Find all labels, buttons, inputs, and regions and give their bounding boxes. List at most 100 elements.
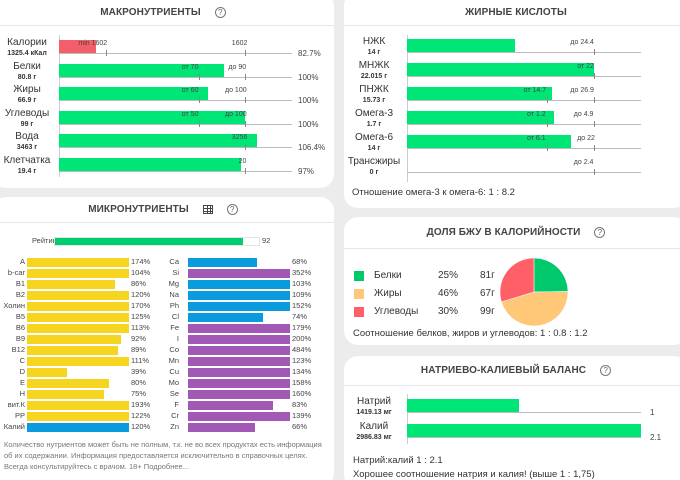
micronutrient-row: Mn 123%: [0, 356, 332, 366]
range-tick: [245, 144, 247, 150]
micronutrient-name: Na: [169, 290, 179, 299]
nutrient-row: НЖК 14 г до 24.4: [344, 36, 680, 60]
range-label: 20: [238, 157, 247, 165]
nutrient-label: Жиры 66.9 г: [0, 84, 56, 106]
help-icon[interactable]: ?: [226, 204, 238, 215]
micronutrient-row: Mg 103%: [0, 279, 332, 289]
micronutrient-percent: 113%: [131, 323, 150, 332]
micronutrient-bar: [27, 313, 129, 322]
omega-ratio: Отношение омега-3 к омега-6: 1 : 8.2: [352, 187, 515, 198]
micronutrient-bar: [188, 302, 290, 311]
micronutrient-bar: [27, 258, 129, 267]
help-icon[interactable]: ?: [600, 365, 612, 376]
micronutrient-percent: 109%: [292, 290, 312, 299]
micronutrient-bar: [27, 280, 115, 289]
micronutrient-row: Se 160%: [0, 389, 332, 399]
range-tick: [547, 145, 549, 151]
micronutrient-name: Mg: [168, 279, 179, 288]
range-label: до 4.9: [573, 111, 594, 118]
nutrient-value: 1.7 г: [366, 121, 382, 128]
micronutrient-percent: 120%: [131, 290, 151, 299]
range-label: до 90: [228, 63, 247, 71]
range-label: до 26.9: [570, 87, 594, 94]
table-icon[interactable]: [202, 205, 213, 214]
legend-percent: 46%: [438, 288, 459, 299]
range-tick: [594, 73, 596, 79]
micronutrient-name: вит.К: [7, 400, 25, 409]
micronutrient-row: Cl 74%: [0, 312, 332, 322]
value-bar: [407, 63, 595, 76]
macro-axis: [59, 35, 60, 177]
micronutrient-percent: 92%: [131, 334, 147, 343]
help-icon[interactable]: ?: [214, 7, 226, 18]
pie-slice: [501, 291, 569, 327]
micronutrient-name: Zn: [170, 422, 179, 431]
nak-name: Калий: [359, 421, 389, 432]
nutrient-name: Калории: [7, 37, 47, 48]
value-bar: [407, 87, 553, 100]
rating-value: 92: [262, 236, 271, 245]
row-axis: [407, 172, 641, 173]
nutrient-row: Углеводы 99 г от 50 до 100 100%: [0, 108, 334, 132]
range-label: от 6.1: [527, 135, 546, 142]
nak-verdict: Хорошее соотношение натрия и калия! (выш…: [353, 469, 595, 480]
nutrient-row: Трансжиры 0 г до 2.4: [344, 156, 680, 180]
micronutrient-name: Калий: [3, 422, 25, 431]
value-bar: [407, 111, 555, 124]
micronutrient-percent: 111%: [131, 356, 150, 365]
micronutrient-row: Ca 68%: [0, 257, 332, 267]
nak-label: Калий 2986.83 мг: [344, 421, 404, 443]
legend-percent: 25%: [438, 270, 459, 281]
row-axis: [59, 53, 292, 54]
micronutrient-name: Mo: [168, 378, 179, 387]
micronutrient-name: B12: [11, 345, 25, 354]
micronutrient-name: F: [174, 400, 179, 409]
micronutrient-name: Ca: [169, 257, 179, 266]
range-label: от 60: [181, 87, 199, 94]
micronutrient-row: B9 92%: [0, 334, 332, 344]
nutrient-value: 15.73 г: [362, 97, 386, 104]
micronutrient-row: Cu 134%: [0, 367, 332, 377]
micronutrient-name: Mn: [168, 356, 179, 365]
nutrient-label: Омега-3 1.7 г: [344, 108, 404, 130]
range-tick: [245, 97, 247, 103]
range-tick: [245, 50, 247, 56]
micronutrient-row: Zn 66%: [0, 422, 332, 432]
nak-value: 1419.13 мг: [356, 409, 392, 416]
nak-axis: [407, 394, 408, 444]
micronutrient-percent: 74%: [292, 312, 308, 321]
micronutrient-bar: [27, 423, 129, 432]
micronutrient-percent: 179%: [292, 323, 312, 332]
range-tick: [198, 73, 200, 80]
micronutrient-percent: 83%: [292, 400, 308, 409]
nutrient-row: Омега-6 14 г от 6.1 до 22: [344, 132, 680, 156]
micronutrient-row: B6 113%: [0, 323, 332, 333]
legend-item: Углеводы 30% 99г: [354, 305, 504, 319]
nutrient-name: Углеводы: [4, 107, 50, 119]
legend-name: Жиры: [374, 288, 402, 299]
nak-title: НАТРИЕВО-КАЛИЕВЫЙ БАЛАНС: [420, 365, 587, 376]
nak-ratio: Натрий:калий 1 : 2.1: [353, 455, 443, 466]
nutrient-row: Вода 3463 г 3256 106.4%: [0, 131, 334, 155]
micronutrient-bar: [27, 346, 118, 355]
range-tick: [198, 120, 200, 127]
value-bar: [407, 135, 571, 148]
range-label: от 50: [181, 110, 199, 118]
help-icon[interactable]: ?: [594, 227, 606, 238]
micronutrient-name: b-car: [7, 268, 25, 277]
micronutrient-name: B6: [15, 323, 25, 332]
micronutrient-percent: 80%: [131, 378, 147, 387]
more-link[interactable]: Подробнее...: [143, 462, 189, 471]
row-axis: [59, 100, 292, 101]
range-tick: [594, 121, 596, 127]
micronutrient-percent: 66%: [292, 422, 308, 431]
macronutrients-title: МАКРОНУТРИЕНТЫ: [100, 7, 201, 18]
value-bar: [407, 39, 515, 52]
bju-ratio: Соотношение белков, жиров и углеводов: 1…: [353, 328, 588, 339]
micronutrient-bar: [27, 390, 104, 399]
micronutrient-bar: [188, 412, 290, 421]
value-bar: [59, 63, 225, 77]
micronutrient-percent: 160%: [292, 389, 312, 398]
nak-row-axis: [407, 412, 641, 413]
row-axis: [59, 170, 292, 172]
